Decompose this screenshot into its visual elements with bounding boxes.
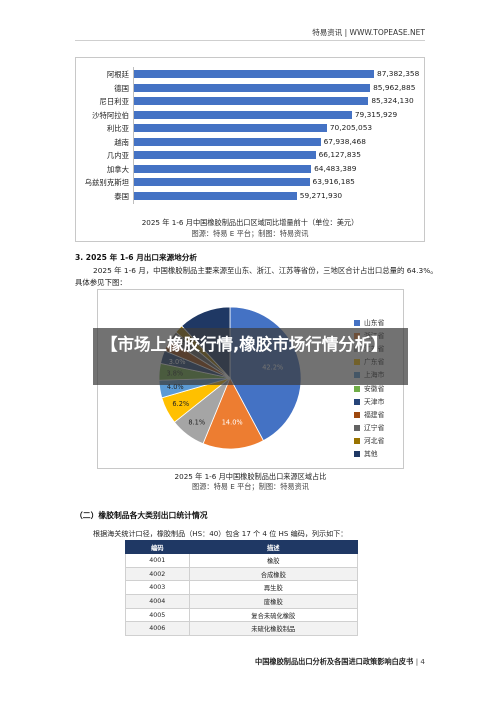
bar	[134, 97, 369, 105]
table-row: 4003 再生胶	[125, 580, 359, 596]
pie-chart-caption: 2025 年 1-6 月中国橡胶制品出口来源区域占比	[174, 472, 327, 481]
hs-code-cell: 4004	[125, 594, 190, 609]
legend-swatch	[354, 411, 360, 418]
bar-category-label: 德国	[114, 83, 129, 93]
bar-category-label: 阿根廷	[106, 70, 129, 79]
legend-swatch	[354, 385, 360, 392]
legend-swatch	[354, 451, 360, 457]
section-3-title: 3. 2025 年 1-6 月出口来源地分析	[75, 253, 197, 262]
hs-description-cell: 复合未硫化橡胶	[188, 607, 359, 623]
bar-value-label: 87,382,358	[377, 69, 420, 78]
pie-data-label: 6.2%	[172, 400, 189, 408]
bar-value-label: 70,205,053	[329, 123, 373, 132]
bar-category-label: 泰国	[114, 191, 129, 201]
legend-entry: 山东省	[354, 317, 384, 327]
bar	[134, 164, 312, 173]
page-footer: 中国橡胶制品出口分析及各国进口政策影响白皮书 | 4	[255, 657, 425, 666]
section-two-title: （二）橡胶制品各大类别出口统计情况	[75, 511, 208, 520]
bar-value-label: 85,324,130	[371, 96, 414, 105]
legend-label: 安徽省	[364, 384, 385, 393]
bar-value-label: 59,271,930	[299, 190, 343, 200]
table-row: 4002 合成橡胶	[125, 566, 359, 582]
hs-code-cell: 4002	[125, 566, 190, 582]
bar-category-label: 利比亚	[106, 124, 129, 133]
hs-description-cell: 合成橡胶	[188, 566, 359, 582]
table-row: 4006 未硫化橡胶制品	[125, 621, 359, 637]
section-two-intro: 根据海关统计口径，橡胶制品（HS：40）包含 17 个 4 位 HS 编码，列示…	[93, 529, 348, 538]
legend-label: 其他	[364, 450, 378, 458]
legend-entry: 辽宁省	[354, 422, 384, 432]
banner-title[interactable]: 【市场上橡胶行情,橡胶市场行情分析】	[101, 335, 388, 354]
legend-label: 山东省	[364, 319, 385, 327]
pie-data-label: 8.1%	[188, 419, 205, 427]
table-header-code: 编码	[125, 540, 190, 554]
hs-code-cell: 4005	[125, 607, 190, 623]
bar-category-label: 乌兹别克斯坦	[84, 178, 129, 187]
bar	[134, 83, 371, 92]
page-number: 4	[420, 657, 425, 666]
legend-label: 河北省	[364, 436, 385, 445]
legend-entry: 安徽省	[354, 383, 384, 393]
bar-category-label: 尼日利亚	[99, 97, 129, 106]
bar	[134, 151, 316, 159]
title-banner[interactable]: 【市场上橡胶行情,橡胶市场行情分析】	[93, 328, 408, 385]
hs-code-cell: 4003	[125, 580, 190, 596]
header-text: 特易资讯 | WWW.TOPEASE.NET	[312, 28, 425, 37]
bar-value-label: 79,315,929	[354, 109, 398, 119]
hs-code-cell: 4006	[125, 621, 190, 637]
bar-axis-line	[133, 67, 134, 204]
bar	[134, 137, 321, 146]
bar	[134, 70, 374, 78]
legend-swatch	[354, 398, 360, 405]
legend-label: 辽宁省	[364, 423, 385, 432]
legend-entry: 其他	[354, 448, 378, 458]
hs-description-cell: 废橡胶	[188, 594, 359, 609]
bar-category-label: 加拿大	[106, 164, 129, 174]
pie-chart-source: 图源：特易 E 平台；制图：特易资讯	[192, 482, 309, 491]
bar-value-label: 63,916,185	[312, 177, 355, 186]
pie-data-label: 14.0%	[222, 418, 243, 426]
bar-value-label: 85,962,885	[373, 82, 416, 92]
bar	[134, 124, 327, 132]
legend-label: 福建省	[364, 410, 385, 419]
section-3-paragraph: 2025 年 1-6 月，中国橡胶制品主要来源至山东、浙江、江苏等省份，三地区合…	[93, 266, 438, 275]
hs-code-table: 编码 描述 4001 橡胶 4002 合成橡胶 4003 再生胶 4004 废橡胶 40…	[125, 540, 359, 637]
hs-description-cell: 橡胶	[188, 553, 359, 568]
legend-swatch	[354, 320, 360, 326]
header-divider	[75, 40, 425, 41]
pie-slice	[202, 377, 264, 450]
bar-category-label: 越南	[114, 137, 129, 147]
bar-value-label: 64,483,389	[314, 163, 357, 173]
legend-label: 天津市	[364, 397, 385, 406]
bar-chart-source: 图源：特易 E 平台；制图：特易资讯	[191, 229, 309, 238]
bar-chart-frame: 阿根廷 87,382,358 德国 85,962,885 尼日利亚 85,324,130 沙…	[75, 57, 425, 242]
pie-data-label: 4.0%	[167, 383, 184, 391]
bar-value-label: 66,127,835	[318, 150, 361, 159]
hs-code-cell: 4001	[125, 553, 190, 568]
hs-description-cell: 未硫化橡胶制品	[188, 621, 359, 637]
table-header-description: 描述	[188, 540, 359, 554]
legend-entry: 河北省	[354, 435, 384, 445]
footer-title: 中国橡胶制品出口分析及各国进口政策影响白皮书	[255, 657, 414, 666]
table-row: 4005 复合未硫化橡胶	[125, 607, 359, 623]
section-3-note: 具体参见下图：	[75, 278, 127, 287]
bar	[134, 178, 310, 186]
legend-swatch	[354, 437, 360, 444]
legend-swatch	[354, 424, 360, 431]
table-row: 4001 橡胶	[125, 553, 359, 568]
bar	[134, 110, 352, 119]
bar-value-label: 67,938,468	[323, 136, 366, 146]
table-row: 4004 废橡胶	[125, 594, 359, 609]
bar-category-label: 几内亚	[106, 151, 129, 160]
legend-entry: 福建省	[354, 409, 384, 419]
bar-chart-caption: 2025 年 1-6 月中国橡胶制品出口区域同比增量前十（单位：美元）	[141, 218, 359, 227]
legend-entry: 天津市	[354, 396, 384, 406]
bar	[134, 191, 297, 200]
hs-description-cell: 再生胶	[188, 580, 359, 596]
bar-category-label: 沙特阿拉伯	[92, 110, 129, 120]
